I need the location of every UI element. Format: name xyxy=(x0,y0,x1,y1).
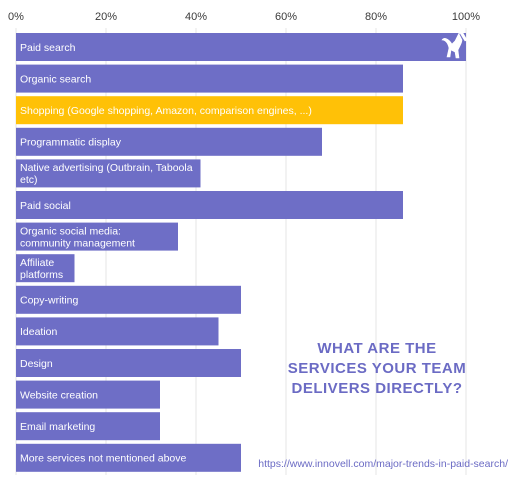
bar xyxy=(16,412,160,441)
bar-group: Native advertising (Outbrain, Taboolaetc… xyxy=(16,159,201,188)
x-axis-ticks: 0% 20% 40% 60% 80% 100% xyxy=(8,11,480,23)
bar xyxy=(16,285,241,314)
bar-group: Paid search xyxy=(16,33,466,61)
bar-group: More services not mentioned above xyxy=(16,443,241,472)
bar-group: Organic search xyxy=(16,64,403,93)
gazelle-icon xyxy=(441,31,468,59)
bar xyxy=(16,191,403,219)
bar-label: community management xyxy=(20,237,135,249)
x-tick-label: 0% xyxy=(8,11,24,23)
bar xyxy=(16,254,75,283)
bar-group: Paid social xyxy=(16,191,403,219)
bar-group: Programmatic display xyxy=(16,127,322,156)
chart-title-line: SERVICES YOUR TEAM xyxy=(288,360,466,377)
bar xyxy=(16,317,219,346)
bar-label: Ideation xyxy=(20,326,58,338)
bar xyxy=(16,33,466,61)
bar-label: Website creation xyxy=(20,389,98,401)
bar-group: Design xyxy=(16,349,241,377)
bar xyxy=(16,64,403,93)
bar-group: Website creation xyxy=(16,380,160,409)
chart-title-line: DELIVERS DIRECTLY? xyxy=(292,380,463,397)
bar xyxy=(16,349,241,377)
bar-group: Organic social media:community managemen… xyxy=(16,222,178,251)
bar-label: Organic social media: xyxy=(20,225,121,237)
bar-label: Copy-writing xyxy=(20,295,79,307)
bar-label: More services not mentioned above xyxy=(20,453,186,465)
bar-label: Email marketing xyxy=(20,421,95,433)
x-tick-label: 60% xyxy=(275,11,297,23)
bar xyxy=(16,96,403,125)
chart-title-line: WHAT ARE THE xyxy=(317,340,436,357)
bar xyxy=(16,127,322,156)
bar xyxy=(16,380,160,409)
bar-label: Shopping (Google shopping, Amazon, compa… xyxy=(20,105,312,117)
bar-label: platforms xyxy=(20,269,63,281)
x-tick-label: 100% xyxy=(452,11,480,23)
bar-label: etc) xyxy=(20,174,38,186)
bar-group: Shopping (Google shopping, Amazon, compa… xyxy=(16,96,403,125)
bar-label: Programmatic display xyxy=(20,137,122,149)
bars: Paid search Organic search Shopping (Googl… xyxy=(16,33,466,472)
bar xyxy=(16,222,178,251)
bar-label: Design xyxy=(20,358,53,370)
x-tick-label: 20% xyxy=(95,11,117,23)
bar-group: Email marketing xyxy=(16,412,160,441)
bar-label: Organic search xyxy=(20,73,91,85)
x-tick-label: 80% xyxy=(365,11,387,23)
bar xyxy=(16,443,241,472)
bar-label: Affiliate xyxy=(20,257,54,269)
bar xyxy=(16,159,201,188)
bar-label: Paid social xyxy=(20,200,71,212)
bar-group: Copy-writing xyxy=(16,285,241,314)
bar-group: Ideation xyxy=(16,317,219,346)
bar-label: Paid search xyxy=(20,42,76,54)
x-tick-label: 40% xyxy=(185,11,207,23)
bar-label: Native advertising (Outbrain, Taboola xyxy=(20,162,193,174)
chart-title: WHAT ARE THE SERVICES YOUR TEAM DELIVERS D… xyxy=(288,340,466,397)
source-url[interactable]: https://www.innovell.com/major-trends-in… xyxy=(258,458,508,470)
